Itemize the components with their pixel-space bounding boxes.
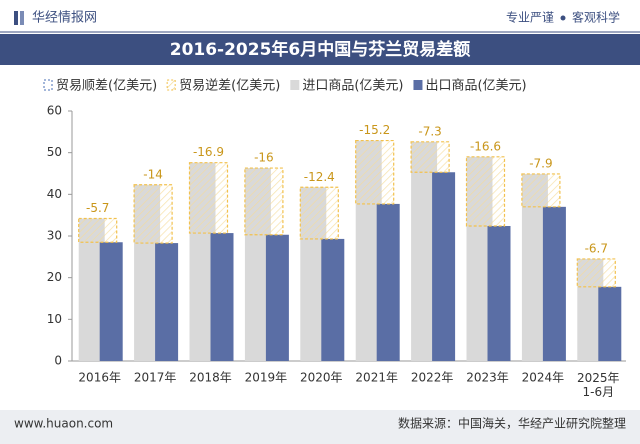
- x-tick-label: 2016年: [78, 371, 121, 385]
- website: www.huaon.com: [14, 417, 113, 431]
- deficit-label: -15.2: [359, 123, 390, 137]
- x-tick-label: 2023年: [466, 371, 509, 385]
- brand: 华经情报网: [32, 11, 97, 26]
- slogan: 专业严谨: [506, 10, 554, 25]
- export-bar: [487, 226, 511, 361]
- footer-band: [0, 410, 640, 444]
- y-tick-label: 40: [47, 187, 62, 201]
- legend-label: 贸易顺差(亿美元): [56, 79, 157, 94]
- title-banner: [0, 34, 640, 65]
- export-bar: [432, 172, 456, 361]
- x-tick-label: 2020年: [300, 371, 343, 385]
- y-tick-label: 60: [47, 104, 62, 118]
- y-tick-label: 30: [47, 229, 62, 243]
- export-bar: [210, 233, 234, 361]
- chart-title: 2016-2025年6月中国与芬兰贸易差额: [170, 39, 471, 60]
- deficit-label: -16.9: [193, 145, 224, 159]
- deficit-box: [521, 173, 561, 208]
- y-tick-label: 50: [47, 145, 62, 159]
- deficit-box: [244, 167, 284, 236]
- deficit-label: -5.7: [86, 201, 109, 215]
- x-tick-label: 2019年: [245, 371, 288, 385]
- export-bar: [321, 238, 345, 361]
- export-bar: [542, 206, 566, 361]
- deficit-box: [133, 184, 173, 244]
- legend-swatch: [43, 79, 53, 91]
- x-tick-label: 2024年: [522, 371, 565, 385]
- x-tick-label: 2018年: [189, 371, 232, 385]
- deficit-label: -7.9: [529, 156, 552, 170]
- source: 数据来源：中国海关，华经产业研究院整理: [398, 416, 626, 431]
- export-bar: [265, 234, 289, 361]
- y-tick-label: 20: [47, 270, 62, 284]
- x-tick-label: 2025年 1-6月: [577, 371, 620, 399]
- deficit-label: -16.6: [470, 139, 501, 153]
- slogan: 客观科学: [572, 10, 620, 25]
- legend-label: 出口商品(亿美元): [425, 79, 526, 94]
- x-tick-label: 2021年: [355, 371, 398, 385]
- deficit-label: -14: [143, 167, 163, 181]
- export-bar: [99, 242, 123, 361]
- deficit-label: -16: [254, 151, 274, 165]
- legend-label: 进口商品(亿美元): [302, 79, 403, 94]
- export-bar: [598, 286, 622, 361]
- y-tick-label: 0: [54, 354, 62, 368]
- deficit-box: [78, 217, 118, 243]
- deficit-box: [410, 141, 450, 173]
- x-tick-label: 2022年: [411, 371, 454, 385]
- export-bar: [376, 203, 400, 361]
- deficit-label: -7.3: [418, 124, 441, 138]
- deficit-label: -6.7: [585, 241, 608, 255]
- legend-swatch: [290, 80, 300, 90]
- legend-swatch: [413, 80, 423, 90]
- legend-label: 贸易逆差(亿美元): [179, 78, 280, 94]
- x-tick-label: 2017年: [134, 371, 177, 385]
- logo-bar: [14, 11, 18, 25]
- deficit-box: [299, 186, 339, 240]
- deficit-box: [355, 139, 395, 205]
- deficit-box: [576, 258, 616, 288]
- deficit-box: [465, 156, 506, 227]
- deficit-label: -12.4: [304, 170, 335, 184]
- dot: [560, 15, 566, 21]
- y-tick-label: 10: [47, 312, 62, 326]
- legend-swatch: [166, 79, 176, 91]
- deficit-box: [188, 162, 229, 234]
- logo-bar: [20, 11, 24, 25]
- export-bar: [155, 243, 179, 361]
